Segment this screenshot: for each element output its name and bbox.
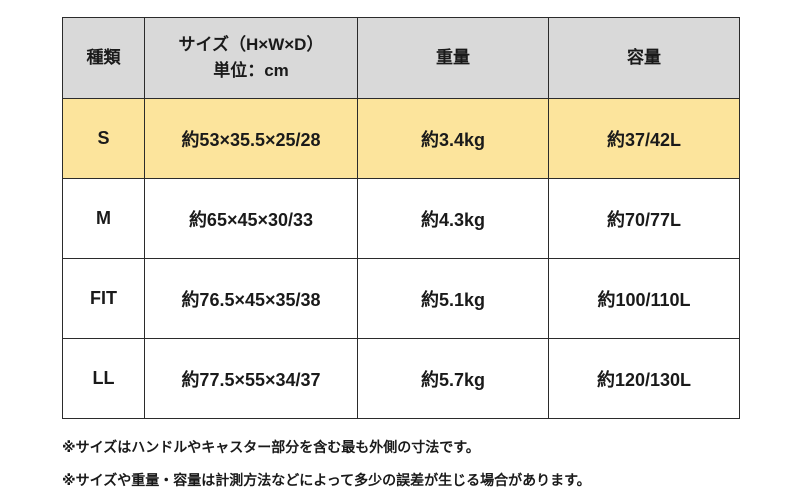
cell-capacity: 約100/110L	[548, 258, 740, 339]
cell-size: 約77.5×55×34/37	[144, 338, 358, 419]
cell-type: M	[62, 178, 145, 259]
cell-capacity: 約70/77L	[548, 178, 740, 259]
table-header-row: 種類 サイズ（H×W×D） 単位：cm 重量 容量	[62, 17, 740, 99]
cell-size: 約65×45×30/33	[144, 178, 358, 259]
cell-capacity: 約120/130L	[548, 338, 740, 419]
cell-type: S	[62, 98, 145, 179]
col-header-type: 種類	[62, 17, 145, 99]
footnote-tolerance: ※サイズや重量・容量は計測方法などによって多少の誤差が生じる場合があります。	[62, 472, 591, 488]
col-header-capacity-label: 容量	[627, 47, 661, 67]
cell-weight: 約3.4kg	[357, 98, 549, 179]
cell-type: FIT	[62, 258, 145, 339]
table-row-fit: FIT 約76.5×45×35/38 約5.1kg 約100/110L	[62, 258, 740, 339]
cell-type: LL	[62, 338, 145, 419]
size-spec-table: 種類 サイズ（H×W×D） 単位：cm 重量 容量 S 約53×35.5×25/…	[62, 17, 740, 419]
footnote-size-measurement: ※サイズはハンドルやキャスター部分を含む最も外側の寸法です。	[62, 439, 480, 455]
col-header-weight-label: 重量	[436, 47, 470, 67]
cell-size: 約76.5×45×35/38	[144, 258, 358, 339]
footnotes: ※サイズはハンドルやキャスター部分を含む最も外側の寸法です。 ※サイズや重量・容…	[62, 438, 762, 500]
cell-weight: 約5.1kg	[357, 258, 549, 339]
table-row-m: M 約65×45×30/33 約4.3kg 約70/77L	[62, 178, 740, 259]
col-header-size-line2: 単位：cm	[213, 61, 289, 80]
table-row-s: S 約53×35.5×25/28 約3.4kg 約37/42L	[62, 98, 740, 179]
col-header-size: サイズ（H×W×D） 単位：cm	[144, 17, 358, 99]
cell-weight: 約5.7kg	[357, 338, 549, 419]
col-header-capacity: 容量	[548, 17, 740, 99]
table-row-ll: LL 約77.5×55×34/37 約5.7kg 約120/130L	[62, 338, 740, 419]
col-header-size-line1: サイズ（H×W×D）	[178, 34, 324, 54]
col-header-type-label: 種類	[86, 47, 121, 67]
cell-weight: 約4.3kg	[357, 178, 549, 259]
cell-capacity: 約37/42L	[548, 98, 740, 179]
cell-size: 約53×35.5×25/28	[144, 98, 358, 179]
col-header-weight: 重量	[357, 17, 549, 99]
